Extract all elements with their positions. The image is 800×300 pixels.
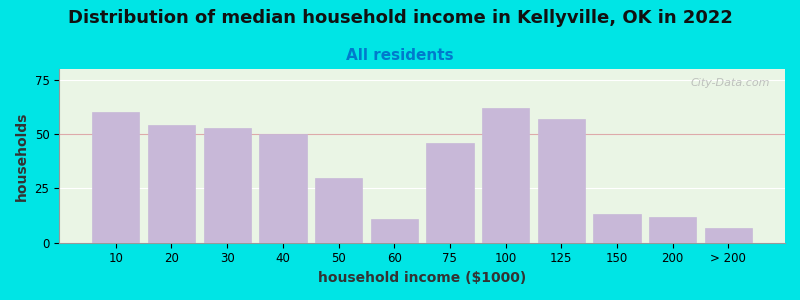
Bar — [594, 214, 641, 243]
Text: All residents: All residents — [346, 48, 454, 63]
X-axis label: household income ($1000): household income ($1000) — [318, 271, 526, 285]
Bar — [426, 143, 474, 243]
Bar — [148, 125, 195, 243]
Bar — [705, 227, 752, 243]
Bar — [370, 219, 418, 243]
Bar — [482, 108, 530, 243]
Bar — [538, 119, 585, 243]
Text: Distribution of median household income in Kellyville, OK in 2022: Distribution of median household income … — [67, 9, 733, 27]
Text: City-Data.com: City-Data.com — [691, 78, 770, 88]
Bar — [649, 217, 696, 243]
Bar — [259, 134, 306, 243]
Bar — [203, 128, 251, 243]
Bar — [315, 178, 362, 243]
Y-axis label: households: households — [15, 111, 29, 200]
Bar — [92, 112, 139, 243]
